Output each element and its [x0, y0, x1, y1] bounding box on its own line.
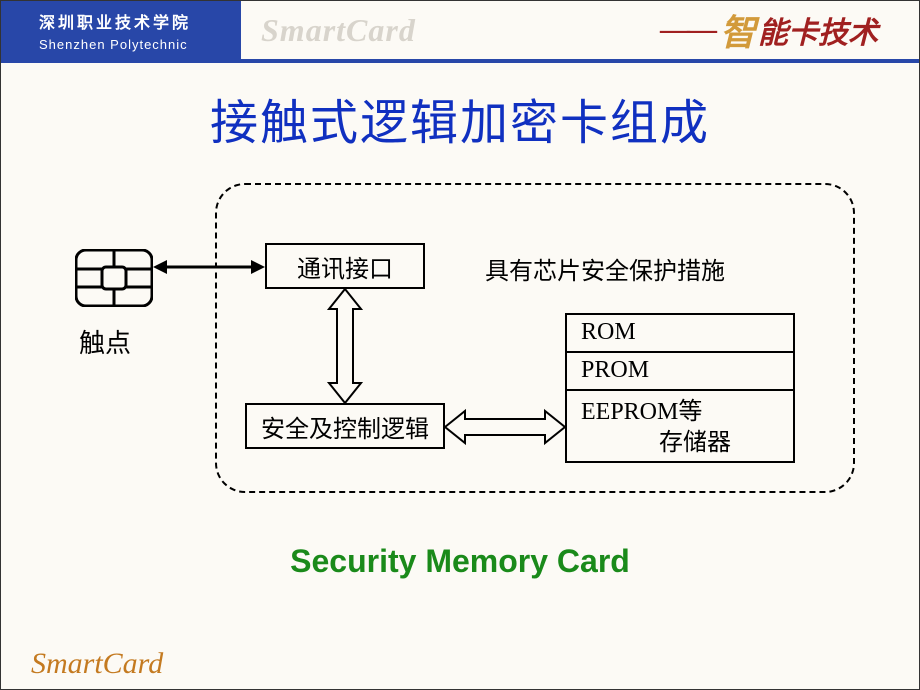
- logic-box: 安全及控制逻辑: [245, 403, 445, 449]
- memory-row-rom: ROM: [567, 315, 793, 353]
- brand-watermark: SmartCard: [261, 12, 416, 49]
- diagram-area: 触点 通讯接口 具有芯片安全保护措施 安全及控制逻辑 ROM PROM EEPR…: [65, 183, 855, 513]
- arrow-chip-comm: [153, 257, 265, 277]
- memory-row-prom: PROM: [567, 353, 793, 391]
- contact-chip-icon: [75, 249, 153, 307]
- slide-subtitle: Security Memory Card: [1, 543, 919, 580]
- memory-eeprom-line1: EEPROM等: [581, 399, 702, 425]
- institution-en: Shenzhen Polytechnic: [39, 37, 241, 52]
- header-watermark: SmartCard: [241, 1, 619, 59]
- institution-block: 深圳职业技术学院 Shenzhen Polytechnic: [1, 1, 241, 59]
- slide-title: 接触式逻辑加密卡组成: [1, 83, 919, 153]
- memory-row-eeprom: EEPROM等 存储器: [567, 391, 793, 465]
- slide-header: 深圳职业技术学院 Shenzhen Polytechnic SmartCard …: [1, 1, 919, 63]
- memory-eeprom-line2: 存储器: [581, 428, 779, 459]
- tagline-dash: ——: [660, 13, 714, 47]
- comm-interface-box: 通讯接口: [265, 243, 425, 289]
- tagline-rest: 能卡技术: [758, 8, 878, 52]
- tagline-highlight: 智: [720, 4, 756, 56]
- arrow-logic-memory: [445, 407, 565, 447]
- institution-cn: 深圳职业技术学院: [39, 9, 241, 33]
- footer-brand: SmartCard: [31, 647, 163, 681]
- arrow-comm-logic: [325, 289, 365, 403]
- security-note: 具有芯片安全保护措施: [485, 251, 725, 286]
- memory-box: ROM PROM EEPROM等 存储器: [565, 313, 795, 463]
- header-tagline: —— 智 能卡技术: [619, 1, 919, 59]
- chip-label: 触点: [79, 323, 131, 360]
